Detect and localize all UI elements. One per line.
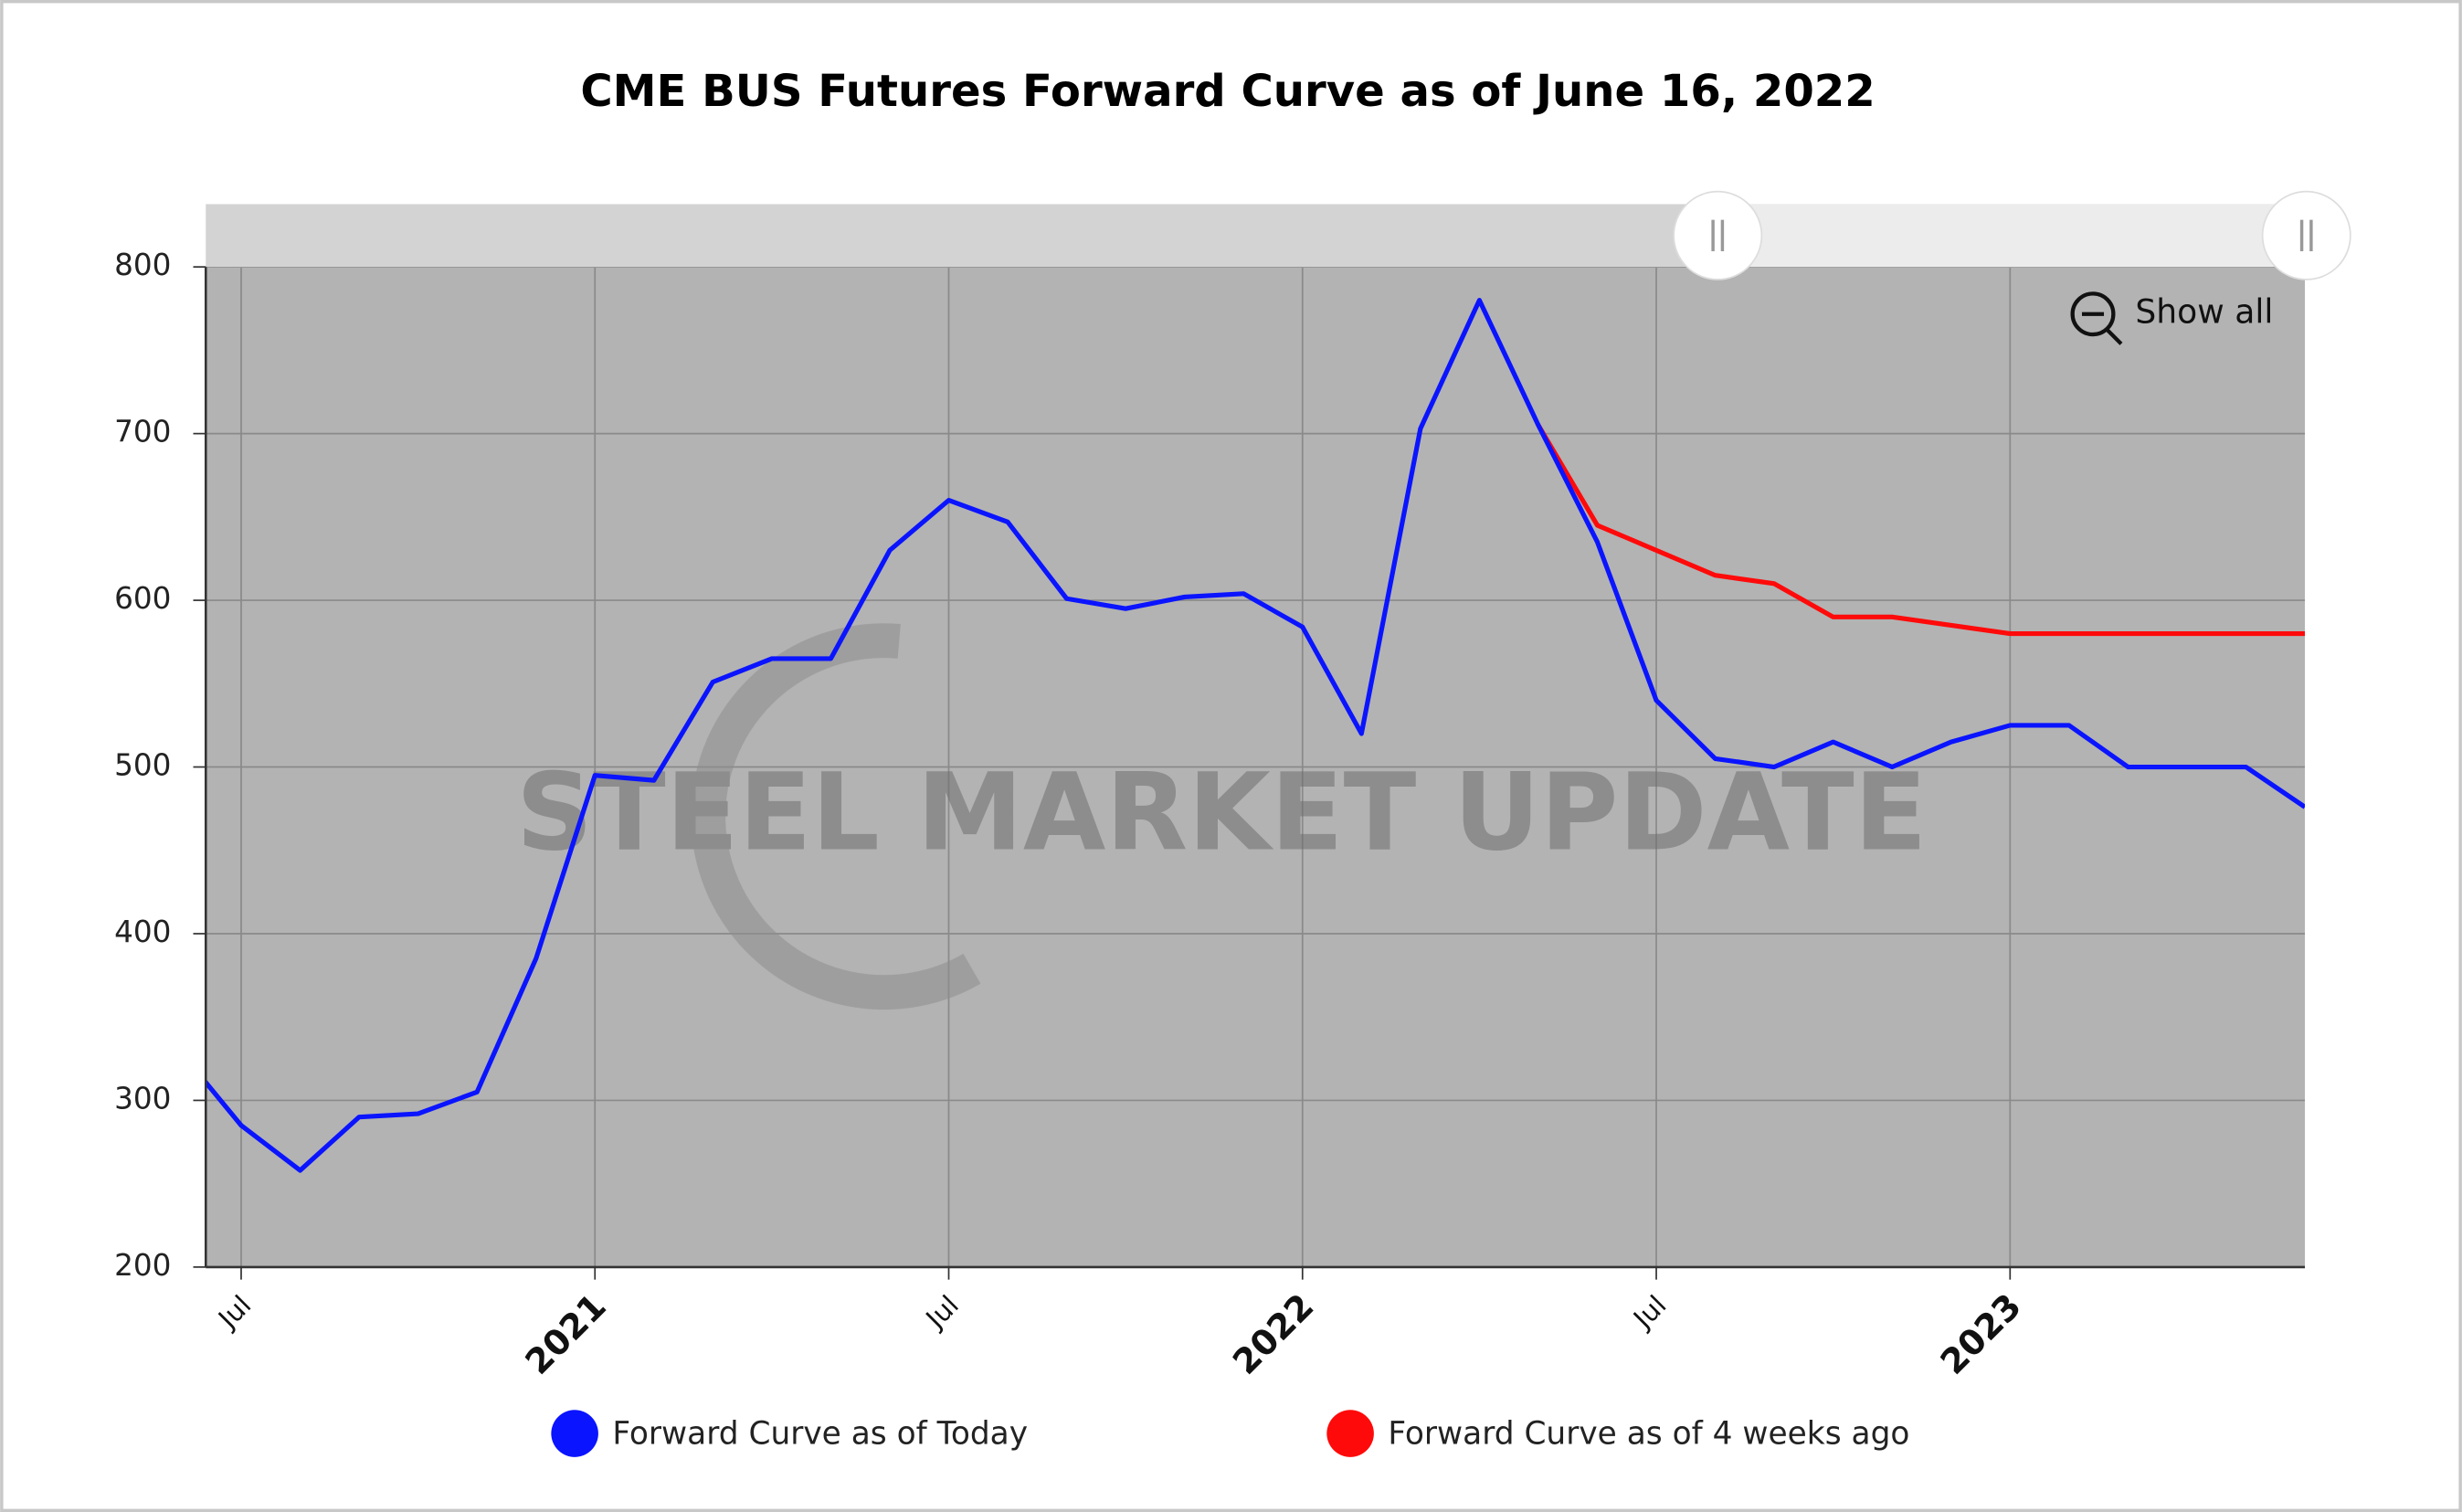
handle-grip bbox=[2299, 219, 2313, 251]
legend-swatch bbox=[551, 1410, 598, 1457]
slider-handle[interactable] bbox=[2261, 190, 2351, 280]
legend: Forward Curve as of Today Forward Curve a… bbox=[551, 1410, 1909, 1457]
lines bbox=[206, 298, 2306, 1173]
watermark-text: STEEL MARKET UPDATE bbox=[516, 750, 1928, 874]
legend-label: Forward Curve as of Today bbox=[612, 1415, 1028, 1452]
chart-title: CME BUS Futures Forward Curve as of June… bbox=[580, 66, 1875, 117]
y-tick-label: 200 bbox=[114, 1248, 171, 1283]
show-all-label[interactable]: Show all bbox=[2135, 293, 2273, 332]
legend-swatch bbox=[1326, 1410, 1374, 1457]
show-all-button[interactable]: Show all bbox=[2070, 291, 2274, 345]
watermark-ring bbox=[691, 623, 1078, 1010]
watermark: STEEL MARKET UPDATE bbox=[516, 623, 1928, 1010]
y-tick-label: 700 bbox=[114, 415, 171, 449]
slider-range bbox=[1717, 204, 2306, 268]
handle-grip bbox=[1711, 219, 1725, 251]
y-tick-label: 400 bbox=[114, 915, 171, 949]
y-tick-label: 300 bbox=[114, 1081, 171, 1115]
series-line bbox=[206, 298, 2306, 1173]
zoom-icon bbox=[2081, 312, 2123, 345]
legend-label: Forward Curve as of 4 weeks ago bbox=[1388, 1415, 1909, 1452]
legend-item[interactable]: Forward Curve as of Today bbox=[551, 1410, 1028, 1457]
y-tick-label: 800 bbox=[114, 248, 171, 282]
series-line bbox=[1536, 424, 2306, 637]
y-tick-label: 600 bbox=[114, 581, 171, 616]
range-slider[interactable] bbox=[206, 190, 2351, 280]
y-tick-label: 500 bbox=[114, 748, 171, 783]
zoom-icon bbox=[2070, 291, 2116, 337]
slider-handle[interactable] bbox=[1673, 190, 1763, 280]
legend-item[interactable]: Forward Curve as of 4 weeks ago bbox=[1326, 1410, 1909, 1457]
